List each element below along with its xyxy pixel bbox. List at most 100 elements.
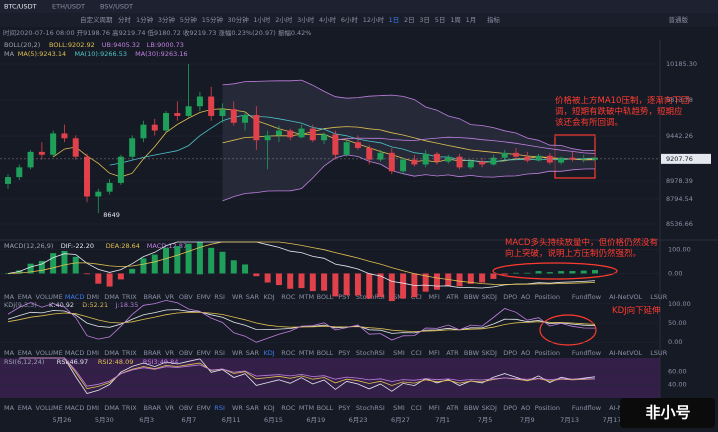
- indicator-tab[interactable]: EMV: [197, 293, 212, 301]
- indicator-tab[interactable]: EMA: [18, 293, 33, 301]
- indicator-tab[interactable]: EMV: [197, 404, 212, 412]
- interval[interactable]: 2小时: [275, 15, 293, 24]
- indicator-tab[interactable]: ROC: [281, 293, 296, 301]
- indicator-tab[interactable]: SAR: [246, 349, 260, 357]
- indicator-tab[interactable]: VR: [165, 404, 174, 412]
- indicator-tab[interactable]: ATR: [446, 404, 459, 412]
- indicator-tab[interactable]: Fundflow: [572, 349, 602, 357]
- interval[interactable]: 分时: [118, 15, 132, 24]
- indicator-tab[interactable]: MTM: [299, 349, 314, 357]
- indicator-tab[interactable]: MA: [4, 349, 15, 357]
- indicator-tab[interactable]: KDJ: [264, 404, 275, 412]
- indicator-tab[interactable]: AO: [521, 349, 530, 357]
- interval[interactable]: 1周: [450, 16, 461, 24]
- interval[interactable]: 2日: [404, 16, 415, 24]
- indicator-tab[interactable]: TRIX: [121, 404, 137, 412]
- interval[interactable]: 3日: [419, 16, 430, 24]
- indicator-tab[interactable]: VR: [165, 349, 174, 357]
- indicator-tab[interactable]: SAR: [246, 293, 260, 301]
- indicator-tab[interactable]: RSI: [214, 293, 225, 301]
- interval[interactable]: 15分钟: [202, 15, 224, 24]
- indicator-tab[interactable]: RSI: [214, 404, 225, 412]
- indicator-tab[interactable]: MA: [4, 293, 15, 301]
- indicator-tab[interactable]: Fundflow: [572, 293, 602, 301]
- indicator-tab[interactable]: VOLUME: [36, 293, 63, 301]
- indicator-tab[interactable]: SKDJ: [482, 404, 497, 412]
- indicator-tab[interactable]: TRIX: [121, 349, 137, 357]
- indicator-tab[interactable]: DMI: [87, 349, 100, 357]
- indicator-tab[interactable]: KDJ: [264, 293, 275, 301]
- indicator-tab[interactable]: CCI: [411, 404, 422, 412]
- indicator-tab[interactable]: SMI: [393, 404, 405, 412]
- interval[interactable]: 12小时: [363, 15, 385, 24]
- indicator-tab[interactable]: OBV: [179, 349, 193, 357]
- indicator-tab[interactable]: LSUR: [650, 293, 668, 301]
- indicator-tab[interactable]: TRIX: [121, 293, 137, 301]
- interval[interactable]: 3小时: [297, 15, 315, 24]
- indicator-tab[interactable]: CCI: [411, 349, 422, 357]
- indicator-tab[interactable]: AO: [521, 404, 530, 412]
- indicator-tab[interactable]: SMI: [393, 349, 405, 357]
- indicator-tab[interactable]: DPO: [503, 293, 517, 301]
- indicator-tab[interactable]: BRAR: [144, 293, 162, 301]
- indicator-tab[interactable]: BRAR: [144, 349, 162, 357]
- indicator-tab[interactable]: EMA: [18, 404, 33, 412]
- indicator-tab[interactable]: PSY: [338, 349, 350, 357]
- interval[interactable]: 1分钟: [136, 15, 154, 24]
- indicator-tab[interactable]: BRAR: [144, 404, 162, 412]
- indicator-tab[interactable]: DMA: [104, 293, 120, 301]
- indicator-tab[interactable]: MFI: [429, 349, 440, 357]
- indicator-tab[interactable]: BBW: [464, 349, 480, 357]
- indicator-tab[interactable]: PSY: [338, 293, 350, 301]
- indicator-tab[interactable]: DMA: [104, 404, 120, 412]
- interval[interactable]: 3分钟: [158, 15, 176, 24]
- indicator-tab[interactable]: WR: [232, 404, 243, 412]
- indicator-tab[interactable]: SMI: [393, 293, 405, 301]
- custom-interval[interactable]: 自定义周期: [80, 15, 113, 24]
- indicator-tab[interactable]: OBV: [179, 404, 193, 412]
- interval[interactable]: 5分钟: [180, 15, 198, 24]
- indicator-tab[interactable]: MA: [4, 404, 15, 412]
- indicator-tab[interactable]: MFI: [429, 404, 440, 412]
- indicator-tab[interactable]: WR: [232, 349, 243, 357]
- indicator-tab[interactable]: BOLL: [317, 293, 334, 301]
- indicator-tab[interactable]: EMA: [18, 349, 33, 357]
- indicator-tab[interactable]: EMV: [197, 349, 212, 357]
- indicator-tab[interactable]: AO: [521, 293, 530, 301]
- interval[interactable]: 1月: [466, 16, 477, 24]
- indicator-tab[interactable]: BBW: [464, 404, 480, 412]
- indicator-tab[interactable]: SAR: [246, 404, 260, 412]
- interval[interactable]: 4小时: [319, 15, 337, 24]
- indicator-tab[interactable]: Position: [535, 404, 560, 412]
- indicator-tab[interactable]: ATR: [446, 349, 459, 357]
- indicator-tab[interactable]: VR: [165, 293, 174, 301]
- interval[interactable]: 5日: [435, 16, 446, 24]
- indicator-tab[interactable]: SKDJ: [482, 293, 497, 301]
- indicator-tab[interactable]: MTM: [299, 404, 314, 412]
- indicator-tab[interactable]: DPO: [503, 404, 517, 412]
- indicator-tab[interactable]: DMI: [87, 404, 100, 412]
- indicator-tab[interactable]: DPO: [503, 349, 517, 357]
- indicator-tab[interactable]: ROC: [281, 404, 296, 412]
- indicator-tab[interactable]: MACD: [65, 404, 84, 412]
- symbol-tab[interactable]: ETH/USDT: [52, 3, 85, 11]
- indicator-tab[interactable]: ROC: [281, 349, 296, 357]
- indicator-tab[interactable]: PSY: [338, 404, 350, 412]
- indicator-tab[interactable]: RSI: [214, 349, 225, 357]
- indicator-tab[interactable]: ATR: [446, 293, 459, 301]
- indicator-tab[interactable]: DMI: [87, 293, 100, 301]
- indicator-tab[interactable]: StochRSI: [356, 349, 385, 357]
- symbol-tab[interactable]: BSV/USDT: [100, 3, 133, 11]
- indicator-tab[interactable]: BOLL: [317, 404, 334, 412]
- indicator-tab[interactable]: Position: [535, 293, 560, 301]
- indicator-tab[interactable]: MACD: [65, 293, 84, 301]
- interval[interactable]: 30分钟: [228, 15, 250, 24]
- interval[interactable]: 6小时: [341, 15, 359, 24]
- indicator-tab[interactable]: BOLL: [317, 349, 334, 357]
- indicator-tab[interactable]: SKDJ: [482, 349, 497, 357]
- indicator-tab[interactable]: BBW: [464, 293, 480, 301]
- interval[interactable]: 1日: [389, 16, 400, 24]
- indicator-tab[interactable]: VOLUME: [36, 404, 63, 412]
- indicator-tab[interactable]: OBV: [179, 293, 193, 301]
- indicator-tab[interactable]: Fundflow: [572, 404, 602, 412]
